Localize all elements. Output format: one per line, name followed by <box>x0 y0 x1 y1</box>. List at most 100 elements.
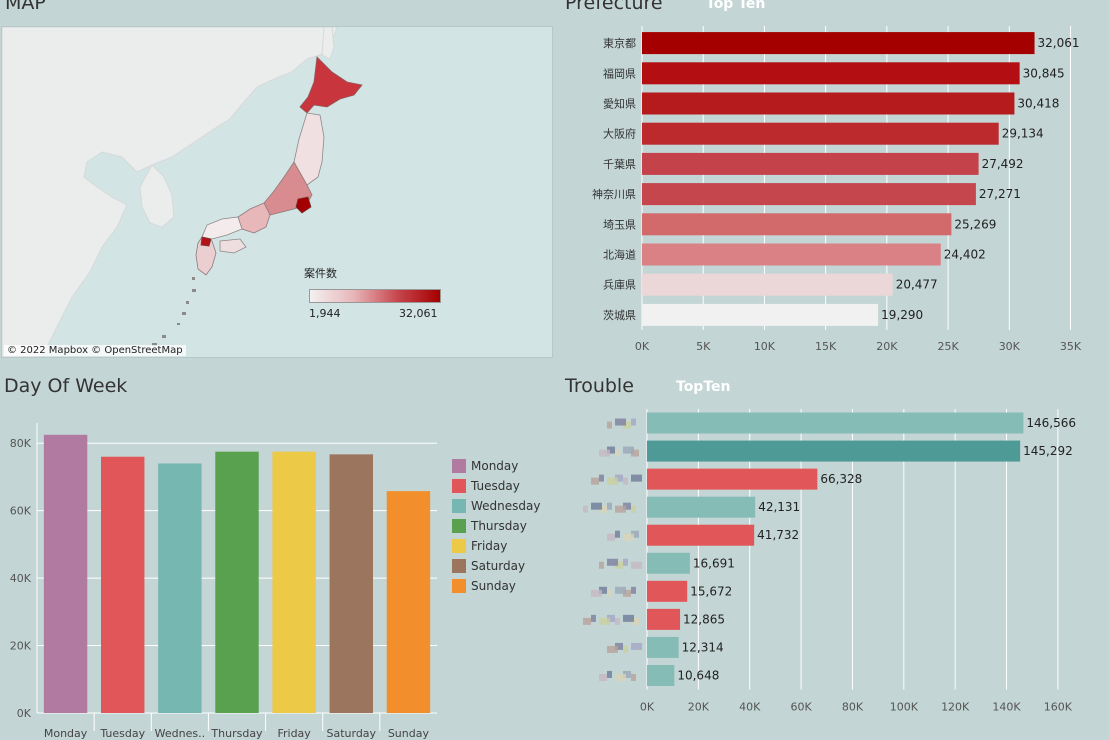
trouble-obscured-label <box>599 449 610 457</box>
ryukyu-islands <box>152 277 196 346</box>
dow-bar[interactable] <box>101 456 145 713</box>
dow-legend-item[interactable]: Saturday <box>452 556 540 576</box>
map-legend-title: 案件数 <box>304 267 337 280</box>
dow-bar[interactable] <box>43 434 88 713</box>
dow-bar[interactable] <box>215 451 259 713</box>
trouble-bar[interactable] <box>647 496 756 518</box>
trouble-bar[interactable] <box>647 412 1024 434</box>
prefecture-value-label: 29,134 <box>1002 127 1044 141</box>
trouble-obscured-label <box>615 586 626 594</box>
kansai <box>237 202 271 234</box>
trouble-value-label: 10,648 <box>677 668 719 682</box>
prefecture-bar[interactable] <box>642 92 1015 115</box>
prefecture-category-label: 北海道 <box>603 248 636 262</box>
dow-legend-item[interactable]: Monday <box>452 456 540 476</box>
prefecture-value-label: 25,269 <box>954 217 996 231</box>
trouble-subtitle: TopTen <box>676 379 731 395</box>
prefecture-chart[interactable]: 0K 5K 10K 15K 20K 25K 30K 35K 東京都 32,061 福岡県 30,845… <box>560 20 1105 360</box>
trouble-obscured-label <box>623 477 628 485</box>
dow-legend-item[interactable]: Sunday <box>452 576 540 596</box>
day-of-week-chart[interactable]: 0K 20K 40K 60K 80K Monday Tuesday Wednes.. Thurs… <box>0 405 445 740</box>
prefecture-title: Prefecture <box>565 0 663 14</box>
shikoku <box>219 238 247 254</box>
prefecture-value-label: 32,061 <box>1038 36 1080 50</box>
trouble-obscured-label <box>615 474 623 482</box>
dow-legend-item[interactable]: Wednesday <box>452 496 540 516</box>
trouble-obscured-label <box>631 505 636 513</box>
prefecture-bar[interactable] <box>642 213 952 236</box>
trouble-bar[interactable] <box>647 664 675 686</box>
trouble-value-label: 41,732 <box>757 528 799 542</box>
trouble-bar[interactable] <box>647 440 1021 462</box>
trouble-obscured-label <box>623 645 628 653</box>
prefecture-bar[interactable] <box>642 183 976 206</box>
map-canvas[interactable] <box>2 27 552 357</box>
prefecture-x-tick: 30K <box>999 340 1021 353</box>
trouble-obscured-label <box>623 558 628 566</box>
trouble-obscured-label <box>607 533 615 541</box>
trouble-x-tick: 120K <box>941 701 970 714</box>
trouble-bar[interactable] <box>647 552 690 574</box>
dow-y-tick: 60K <box>10 505 32 518</box>
trouble-obscured-label <box>615 561 623 569</box>
prefecture-bar[interactable] <box>642 303 879 326</box>
japan-map[interactable]: 案件数 1,944 32,061 © 2022 Mapbox © OpenStr… <box>1 26 553 358</box>
dow-legend-item[interactable]: Thursday <box>452 516 540 536</box>
prefecture-bar[interactable] <box>642 32 1035 55</box>
day-of-week-legend: Monday Tuesday Wednesday Thursday Friday Satu… <box>452 456 540 596</box>
prefecture-category-label: 茨城県 <box>603 308 636 322</box>
dow-category-label: Thursday <box>210 727 263 740</box>
dow-y-tick: 20K <box>10 640 32 653</box>
trouble-obscured-label <box>607 670 612 678</box>
dow-legend-swatch <box>452 459 466 473</box>
trouble-chart[interactable]: 0K 20K 40K 60K 80K 100K 120K 140K 160K 146,566 145… <box>560 405 1105 740</box>
trouble-obscured-label <box>631 586 636 594</box>
trouble-x-tick: 160K <box>1044 701 1073 714</box>
trouble-obscured-label <box>599 586 607 594</box>
prefecture-bar[interactable] <box>642 152 979 175</box>
korea-landmass <box>139 164 175 228</box>
trouble-obscured-label <box>631 418 636 426</box>
trouble-title: Trouble <box>565 375 634 397</box>
trouble-x-tick: 20K <box>688 701 710 714</box>
dow-bar[interactable] <box>386 491 431 713</box>
prefecture-bar[interactable] <box>642 62 1020 85</box>
prefecture-x-tick: 0K <box>635 340 650 353</box>
dow-legend-item[interactable]: Tuesday <box>452 476 540 496</box>
prefecture-value-label: 20,477 <box>896 278 938 292</box>
prefecture-bar[interactable] <box>642 243 941 266</box>
prefecture-x-tick: 5K <box>696 340 711 353</box>
dow-legend-label: Monday <box>471 459 519 473</box>
dow-category-label: Sunday <box>388 727 430 740</box>
trouble-obscured-label <box>599 617 610 625</box>
trouble-bar[interactable] <box>647 608 681 630</box>
prefecture-category-label: 福岡県 <box>603 66 636 80</box>
map-legend-gradient <box>309 289 441 303</box>
dow-bar[interactable] <box>158 463 202 713</box>
trouble-bar[interactable] <box>647 524 755 546</box>
prefecture-x-tick: 25K <box>937 340 959 353</box>
trouble-bar[interactable] <box>647 636 679 658</box>
dow-category-label: Friday <box>277 727 311 740</box>
prefecture-x-tick: 20K <box>876 340 898 353</box>
tokyo-area <box>295 196 312 214</box>
trouble-obscured-label <box>615 418 626 426</box>
dow-legend-item[interactable]: Friday <box>452 536 540 556</box>
trouble-bar[interactable] <box>647 468 818 490</box>
dow-category-label: Tuesday <box>99 727 145 740</box>
dow-legend-label: Friday <box>471 539 508 553</box>
dow-bar[interactable] <box>329 454 373 713</box>
dow-category-label: Wednes.. <box>155 727 205 740</box>
map-attribution[interactable]: © 2022 Mapbox © OpenStreetMap <box>4 345 186 356</box>
trouble-obscured-label <box>591 502 602 510</box>
prefecture-bar[interactable] <box>642 273 893 296</box>
dow-legend-swatch <box>452 479 466 493</box>
prefecture-value-label: 27,492 <box>982 157 1024 171</box>
trouble-bar[interactable] <box>647 580 688 602</box>
trouble-obscured-label <box>583 505 588 513</box>
prefecture-category-label: 神奈川県 <box>592 187 636 201</box>
dow-bar[interactable] <box>272 451 316 713</box>
dow-legend-swatch <box>452 579 466 593</box>
prefecture-bar[interactable] <box>642 122 999 145</box>
tohoku <box>293 112 325 186</box>
